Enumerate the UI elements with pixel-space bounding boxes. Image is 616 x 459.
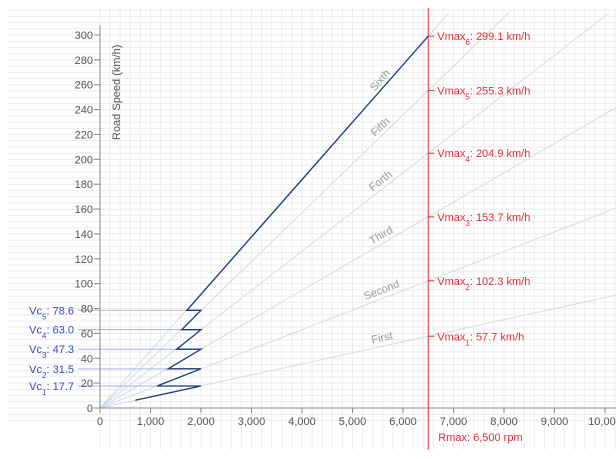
x-tick-label: 6,000 <box>389 416 417 428</box>
y-tick-label: 120 <box>75 254 93 266</box>
y-tick-label: 160 <box>75 204 93 216</box>
vc-label: Vc2: 31.5 <box>29 364 74 380</box>
vc-label: Vc5: 78.6 <box>29 305 74 321</box>
y-tick-label: 180 <box>75 179 93 191</box>
vmax-label: Vmax3: 153.7 km/h <box>437 212 530 228</box>
grid <box>8 8 616 450</box>
gear-line-fifth <box>99 12 510 409</box>
y-tick-label: 200 <box>75 154 93 166</box>
shift-path <box>135 35 429 401</box>
gear-label: First <box>370 330 393 346</box>
vmax-label: Vmax1: 57.7 km/h <box>437 331 524 347</box>
y-tick-label: 220 <box>75 129 93 141</box>
shift-path-line <box>135 35 429 401</box>
vmax-label: Vmax2: 102.3 km/h <box>437 276 530 292</box>
y-tick-label: 40 <box>81 353 93 365</box>
y-tick-label: 80 <box>81 304 93 316</box>
x-tick-label: 8,000 <box>490 416 518 428</box>
y-tick-label: 280 <box>75 55 93 67</box>
x-tick-label: 5,000 <box>339 416 367 428</box>
vc-label: Vc3: 47.3 <box>29 344 74 360</box>
vmax-label: Vmax5: 255.3 km/h <box>437 86 530 102</box>
x-tick-label: 4,000 <box>288 416 316 428</box>
x-tick-label: 2,000 <box>187 416 215 428</box>
axes <box>94 25 616 413</box>
x-tick-label: 10,000 <box>588 416 616 428</box>
rmax-marker <box>427 8 435 450</box>
vc-label: Vc1: 17.7 <box>29 381 74 397</box>
y-tick-label: 100 <box>75 279 93 291</box>
x-tick-label: 9,000 <box>541 416 569 428</box>
y-axis-label: Road Speed (km/h) <box>111 45 123 140</box>
y-tick-label: 60 <box>81 328 93 340</box>
vmax-label: Vmax6: 299.1 km/h <box>437 31 530 47</box>
y-tick-label: 240 <box>75 105 93 117</box>
y-tick-label: 140 <box>75 229 93 241</box>
shift-speed-guides <box>78 309 201 387</box>
y-tick-label: 20 <box>81 378 93 390</box>
x-tick-label: 0 <box>97 416 103 428</box>
rmax-label: Rmax: 6,500 rpm <box>438 432 522 444</box>
x-tick-label: 7,000 <box>440 416 468 428</box>
vmax-label: Vmax4: 204.9 km/h <box>437 148 530 164</box>
x-tick-label: 3,000 <box>238 416 266 428</box>
y-tick-label: 260 <box>75 80 93 92</box>
y-tick-label: 300 <box>75 30 93 42</box>
vc-label: Vc4: 63.0 <box>29 325 74 341</box>
x-tick-label: 1,000 <box>137 416 165 428</box>
y-tick-label: 0 <box>87 403 93 415</box>
